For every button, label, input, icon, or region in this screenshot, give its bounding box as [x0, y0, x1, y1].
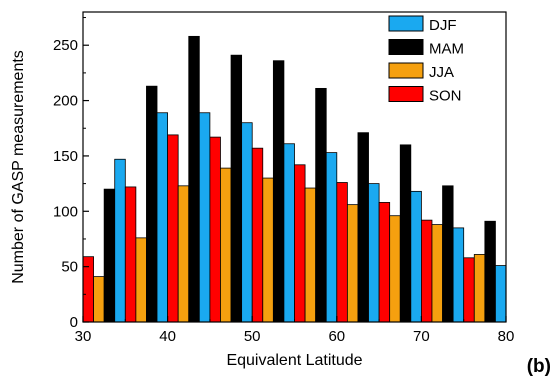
legend-label-mam: MAM [429, 41, 464, 58]
y-tick-label: 250 [53, 37, 78, 54]
x-tick-label: 40 [159, 328, 176, 345]
bar-djf-3 [241, 122, 253, 323]
bar-djf-8 [452, 227, 465, 323]
legend-swatch-jja [388, 62, 424, 79]
bar-jja-6 [346, 204, 359, 323]
bar-jja-1 [135, 237, 147, 323]
bar-son-6 [336, 182, 348, 323]
bar-son-3 [209, 136, 221, 323]
x-tick-label: 30 [75, 328, 92, 345]
bar-djf-5 [325, 152, 338, 323]
x-tick-label: 70 [413, 328, 430, 345]
bar-mam-5 [315, 87, 327, 323]
x-tick-label: 60 [328, 328, 345, 345]
bar-mam-4 [272, 60, 285, 323]
bar-djf-6 [368, 183, 380, 323]
bar-son-4 [251, 147, 264, 323]
axes-group: 30 40 50 60 70 80 0 50 100 150 200 250 [53, 17, 515, 345]
y-tick-label: 50 [61, 259, 78, 276]
bar-mam-7 [399, 144, 412, 323]
bar-mam-2 [188, 35, 200, 323]
x-tick-label: 80 [498, 328, 515, 345]
bar-mam-1 [146, 85, 158, 323]
bar-mam-3 [230, 54, 243, 323]
legend-swatch-son [388, 86, 424, 102]
bar-mam-0 [103, 188, 116, 323]
bar-jja-3 [220, 167, 232, 323]
bar-djf-4 [283, 143, 295, 323]
x-tick-label: 50 [244, 328, 261, 345]
bar-son-9 [463, 257, 475, 323]
bar-jja-5 [304, 187, 317, 323]
y-tick-label: 150 [53, 148, 78, 165]
y-axis-label: Number of GASP measurements [10, 50, 27, 284]
y-tick-label: 100 [53, 203, 78, 220]
bar-mam-9 [484, 220, 496, 323]
bar-mam-6 [357, 132, 369, 323]
legend: DJF MAM JJA SON [388, 15, 464, 105]
bar-son-8 [420, 219, 433, 323]
legend-swatch-mam [388, 39, 424, 55]
bar-djf-9 [495, 265, 507, 323]
y-tick-label: 0 [70, 314, 78, 331]
bar-son-2 [167, 134, 179, 323]
legend-swatch-djf [388, 15, 424, 32]
bars-group [82, 35, 507, 323]
bar-mam-8 [442, 185, 454, 323]
bar-djf-7 [410, 190, 422, 323]
bar-son-1 [124, 186, 137, 323]
x-axis-label: Equivalent Latitude [226, 352, 362, 369]
y-tick-label: 200 [53, 93, 78, 110]
bar-son-7 [378, 202, 391, 323]
legend-label-djf: DJF [429, 17, 457, 34]
bar-djf-0 [114, 158, 126, 323]
legend-label-son: SON [429, 88, 462, 105]
bar-jja-7 [389, 215, 401, 323]
bar-djf-2 [198, 112, 211, 323]
bar-son-5 [294, 164, 306, 323]
bar-jja-8 [431, 224, 443, 323]
bar-jja-9 [473, 254, 486, 323]
bar-jja-2 [177, 185, 190, 323]
panel-label: (b) [527, 356, 551, 377]
legend-label-jja: JJA [429, 64, 454, 81]
bar-djf-1 [156, 112, 169, 323]
bar-jja-0 [93, 276, 105, 323]
bar-jja-4 [262, 177, 274, 323]
